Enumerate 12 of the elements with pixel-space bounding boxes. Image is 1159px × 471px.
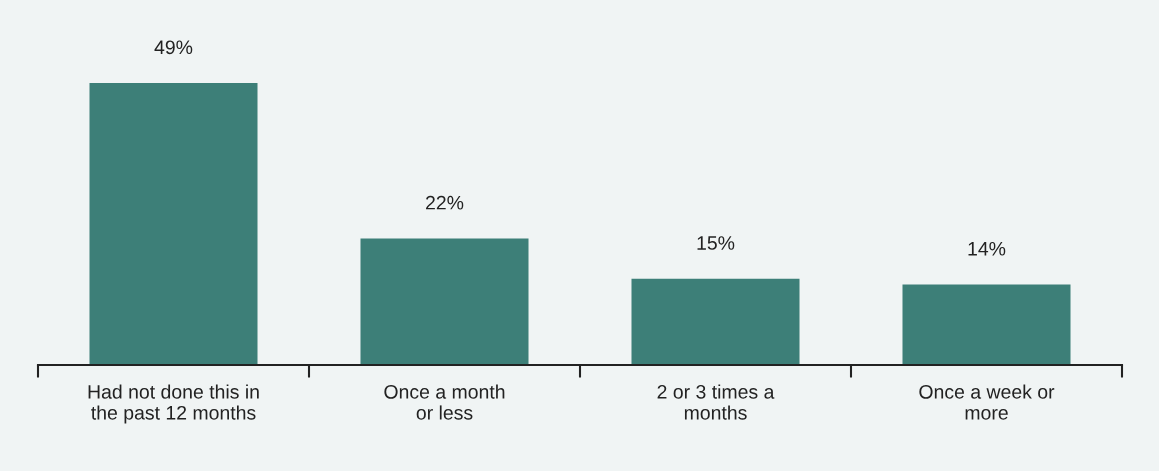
bar	[360, 238, 529, 365]
x-tick-label: Once a week or more	[919, 384, 1055, 420]
data-label: 14%	[968, 241, 1006, 256]
x-tick-label: Had not done this in the past 12 months	[88, 384, 259, 424]
data-label: 49%	[154, 40, 193, 55]
bar	[631, 278, 800, 365]
data-label: 22%	[426, 195, 464, 210]
bar	[902, 284, 1071, 365]
bar	[89, 83, 258, 365]
x-tick-label: 2 or 3 times a months	[657, 384, 775, 420]
data-label: 15%	[697, 236, 735, 250]
x-tick-label: Once a month or less	[384, 384, 505, 420]
